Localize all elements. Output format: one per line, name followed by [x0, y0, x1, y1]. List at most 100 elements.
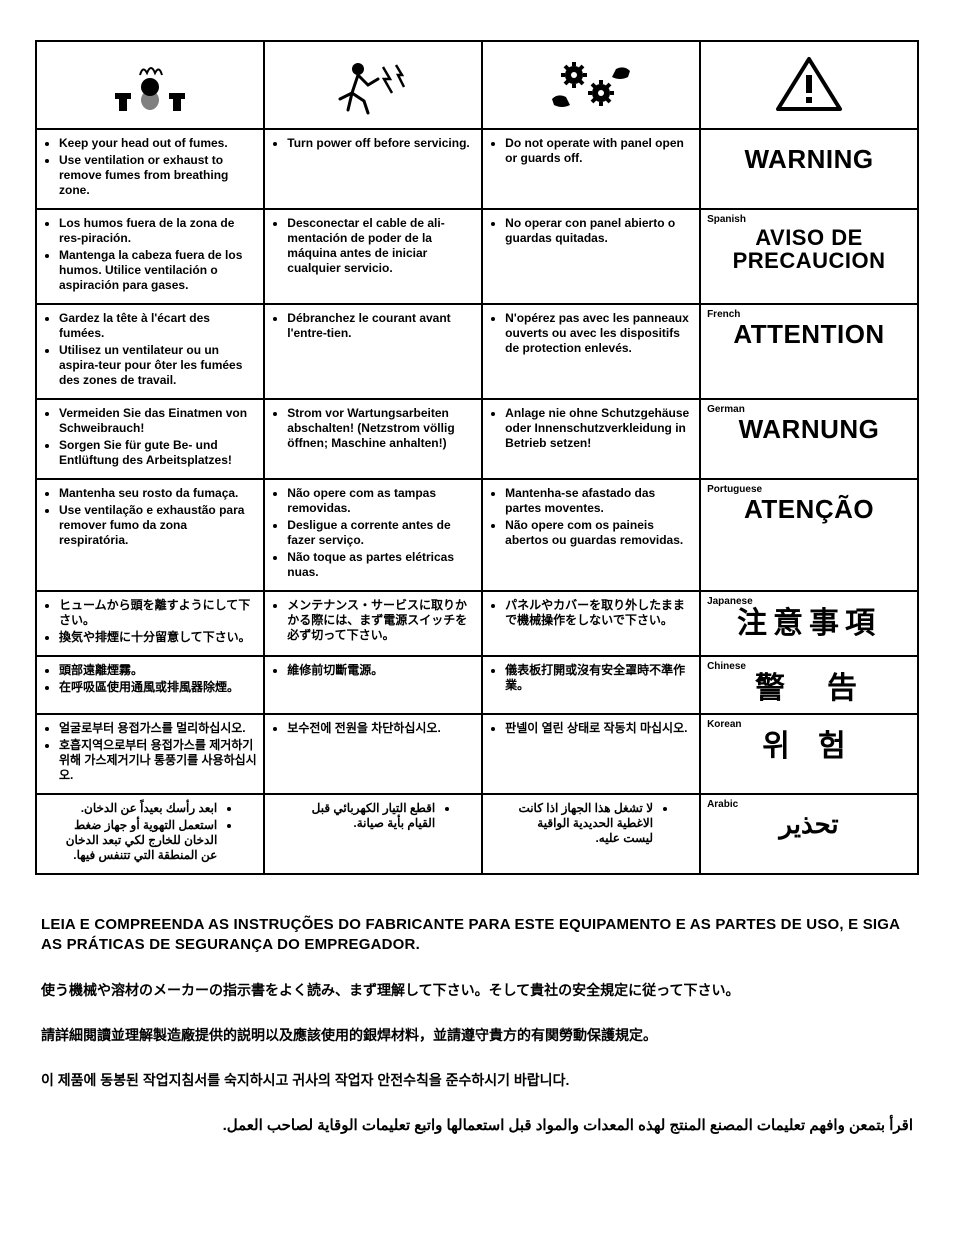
warning-text-cell: لا تشغل هذا الجهاز اذا كانت الاغطية الحد… [482, 794, 700, 874]
warning-text-cell: 維修前切斷電源。 [264, 656, 482, 714]
bullet-item: Vermeiden Sie das Einatmen von Schweibra… [59, 406, 257, 436]
table-row: Mantenha seu rosto da fumaça.Use ventila… [36, 479, 918, 591]
warning-text-cell: Turn power off before servicing. [264, 129, 482, 209]
warning-label-cell: PortugueseATENÇÃO [700, 479, 918, 591]
language-label: Chinese [707, 661, 746, 674]
language-label: Spanish [707, 214, 746, 227]
bullet-item: パネルやカバーを取り外したままで機械操作をしないで下さい。 [505, 598, 693, 628]
table-row: 頭部遠離煙霧。在呼吸區使用通風或排風器除煙。維修前切斷電源。儀表板打開或沒有安全… [36, 656, 918, 714]
bullet-item: Sorgen Sie für gute Be- und Entlüftung d… [59, 438, 257, 468]
language-label: French [707, 309, 740, 322]
bullet-item: 維修前切斷電源。 [287, 663, 475, 678]
warning-word: 注意事項 [707, 608, 911, 640]
bullet-item: N'opérez pas avec les panneaux ouverts o… [505, 311, 693, 356]
warning-triangle-icon [774, 55, 844, 115]
warning-text-cell: Gardez la tête à l'écart des fumées.Util… [36, 304, 264, 399]
warning-text-cell: パネルやカバーを取り外したままで機械操作をしないで下さい。 [482, 591, 700, 656]
bullet-item: No operar con panel abierto o guardas qu… [505, 216, 693, 246]
warning-text-cell: ヒュームから頭を離すようにして下さい。換気や排煙に十分留意して下さい。 [36, 591, 264, 656]
warning-text-cell: Keep your head out of fumes. Use ventilat… [36, 129, 264, 209]
warning-label-cell: WARNING [700, 129, 918, 209]
warning-text-cell: メンテナンス・サービスに取りかかる際には、まず電源スイッチを必ず切って下さい。 [264, 591, 482, 656]
warning-label-cell: Japanese注意事項 [700, 591, 918, 656]
warning-word: ATTENTION [707, 321, 911, 348]
bullet-item: Keep your head out of fumes. [59, 136, 257, 151]
bullet-item: Desconectar el cable de ali-mentación de… [287, 216, 475, 276]
warning-text-cell: Mantenha seu rosto da fumaça.Use ventila… [36, 479, 264, 591]
warning-text-cell: No operar con panel abierto o guardas qu… [482, 209, 700, 304]
warning-word: AVISO DEPRECAUCION [707, 226, 911, 272]
warning-text-cell: 판넬이 열린 상태로 작동치 마십시오. [482, 714, 700, 794]
language-label: Arabic [707, 799, 738, 812]
icon-gears [482, 41, 700, 129]
warning-word: WARNUNG [707, 416, 911, 443]
warning-label-cell: Chinese警 告 [700, 656, 918, 714]
bullet-item: Use ventilation or exhaust to remove fum… [59, 153, 257, 198]
fumes-ventilation-icon [105, 55, 195, 115]
warning-text-cell: 儀表板打開或沒有安全罩時不準作業。 [482, 656, 700, 714]
warning-text-cell: Débranchez le courant avant l'entre-tien… [264, 304, 482, 399]
warning-table: Keep your head out of fumes. Use ventilat… [35, 40, 919, 875]
warning-label-cell: Korean위 험 [700, 714, 918, 794]
bullet-item: 보수전에 전원을 차단하십시오. [287, 721, 475, 736]
warning-label-cell: Arabicتحذير [700, 794, 918, 874]
warning-text-cell: N'opérez pas avec les panneaux ouverts o… [482, 304, 700, 399]
hands-gears-icon [546, 55, 636, 115]
warning-label-cell: FrenchATTENTION [700, 304, 918, 399]
warning-text-cell: 보수전에 전원을 차단하십시오. [264, 714, 482, 794]
bullet-item: Não opere com as tampas removidas. [287, 486, 475, 516]
bullet-item: 在呼吸區使用通風或排風器除煙。 [59, 680, 257, 695]
safety-warning-sheet: Keep your head out of fumes. Use ventilat… [0, 0, 954, 1235]
warning-text-cell: Vermeiden Sie das Einatmen von Schweibra… [36, 399, 264, 479]
table-row: Los humos fuera de la zona de res-piraci… [36, 209, 918, 304]
electric-shock-icon [328, 55, 418, 115]
language-label: Korean [707, 719, 741, 732]
bullet-item: ヒュームから頭を離すようにして下さい。 [59, 598, 257, 628]
footer-instructions: LEIA E COMPREENDA AS INSTRUÇÕES DO FABRI… [35, 915, 919, 1136]
warning-text-cell: 얼굴로부터 용접가스를 멀리하십시오. 호흡지역으로부터 용접가스를 제거하기 위… [36, 714, 264, 794]
table-row: Gardez la tête à l'écart des fumées.Util… [36, 304, 918, 399]
bullet-item: اقطع التيار الكهربائي قبل القيام بأية صي… [287, 801, 435, 831]
bullet-item: 얼굴로부터 용접가스를 멀리하십시오. [59, 721, 257, 736]
warning-text-cell: Strom vor Wartungsarbeiten abschalten! (… [264, 399, 482, 479]
icon-warning [700, 41, 918, 129]
bullet-item: Use ventilação e exhaustão para remover … [59, 503, 257, 548]
warning-word: WARNING [707, 146, 911, 173]
bullet-item: Anlage nie ohne Schutzgehäuse oder Innen… [505, 406, 693, 451]
warning-text-cell: Desconectar el cable de ali-mentación de… [264, 209, 482, 304]
bullet-item: メンテナンス・サービスに取りかかる際には、まず電源スイッチを必ず切って下さい。 [287, 598, 475, 643]
footer-korean: 이 제품에 동봉된 작업지침서를 숙지하시고 귀사의 작업자 안전수칙을 준수하… [41, 1071, 913, 1090]
footer-japanese: 使う機械や溶材のメーカーの指示書をよく読み、まず理解して下さい。そして貴社の安全… [41, 981, 913, 1000]
footer-portuguese: LEIA E COMPREENDA AS INSTRUÇÕES DO FABRI… [41, 915, 913, 956]
warning-label-cell: SpanishAVISO DEPRECAUCION [700, 209, 918, 304]
icon-row [36, 41, 918, 129]
icon-shock [264, 41, 482, 129]
warning-text-cell: Não opere com as tampas removidas.Deslig… [264, 479, 482, 591]
bullet-item: Turn power off before servicing. [287, 136, 475, 151]
bullet-item: 호흡지역으로부터 용접가스를 제거하기 위해 가스제거기나 통풍기를 사용하십시… [59, 738, 257, 783]
warning-label-cell: GermanWARNUNG [700, 399, 918, 479]
warning-text-cell: اقطع التيار الكهربائي قبل القيام بأية صي… [264, 794, 482, 874]
bullet-item: Débranchez le courant avant l'entre-tien… [287, 311, 475, 341]
warning-word: 위 험 [707, 731, 911, 763]
footer-chinese: 請詳細閱讀並理解製造廠提供的説明以及應該使用的銀焊材料，並請遵守貴方的有関勞動保… [41, 1026, 913, 1045]
warning-text-cell: ابعد رأسك بعيداً عن الدخان.استعمل التهوي… [36, 794, 264, 874]
bullet-item: Gardez la tête à l'écart des fumées. [59, 311, 257, 341]
bullet-item: 儀表板打開或沒有安全罩時不準作業。 [505, 663, 693, 693]
bullet-item: Utilisez un ventilateur ou un aspira-teu… [59, 343, 257, 388]
table-row: Keep your head out of fumes. Use ventilat… [36, 129, 918, 209]
table-row: ヒュームから頭を離すようにして下さい。換気や排煙に十分留意して下さい。メンテナン… [36, 591, 918, 656]
bullet-item: لا تشغل هذا الجهاز اذا كانت الاغطية الحد… [505, 801, 653, 846]
bullet-item: Mantenga la cabeza fuera de los humos. U… [59, 248, 257, 293]
bullet-item: Los humos fuera de la zona de res-piraci… [59, 216, 257, 246]
bullet-item: 판넬이 열린 상태로 작동치 마십시오. [505, 721, 693, 736]
warning-word: تحذير [707, 811, 911, 838]
bullet-item: 換気や排煙に十分留意して下さい。 [59, 630, 257, 645]
language-label: Portuguese [707, 484, 762, 497]
table-row: ابعد رأسك بعيداً عن الدخان.استعمل التهوي… [36, 794, 918, 874]
warning-text-cell: Mantenha-se afastado das partes moventes… [482, 479, 700, 591]
bullet-item: Strom vor Wartungsarbeiten abschalten! (… [287, 406, 475, 451]
bullet-item: Do not operate with panel open or guards… [505, 136, 693, 166]
warning-text-cell: Do not operate with panel open or guards… [482, 129, 700, 209]
footer-arabic: اقرأ بتمعن وافهم تعليمات المصنع المنتج ل… [41, 1116, 913, 1136]
